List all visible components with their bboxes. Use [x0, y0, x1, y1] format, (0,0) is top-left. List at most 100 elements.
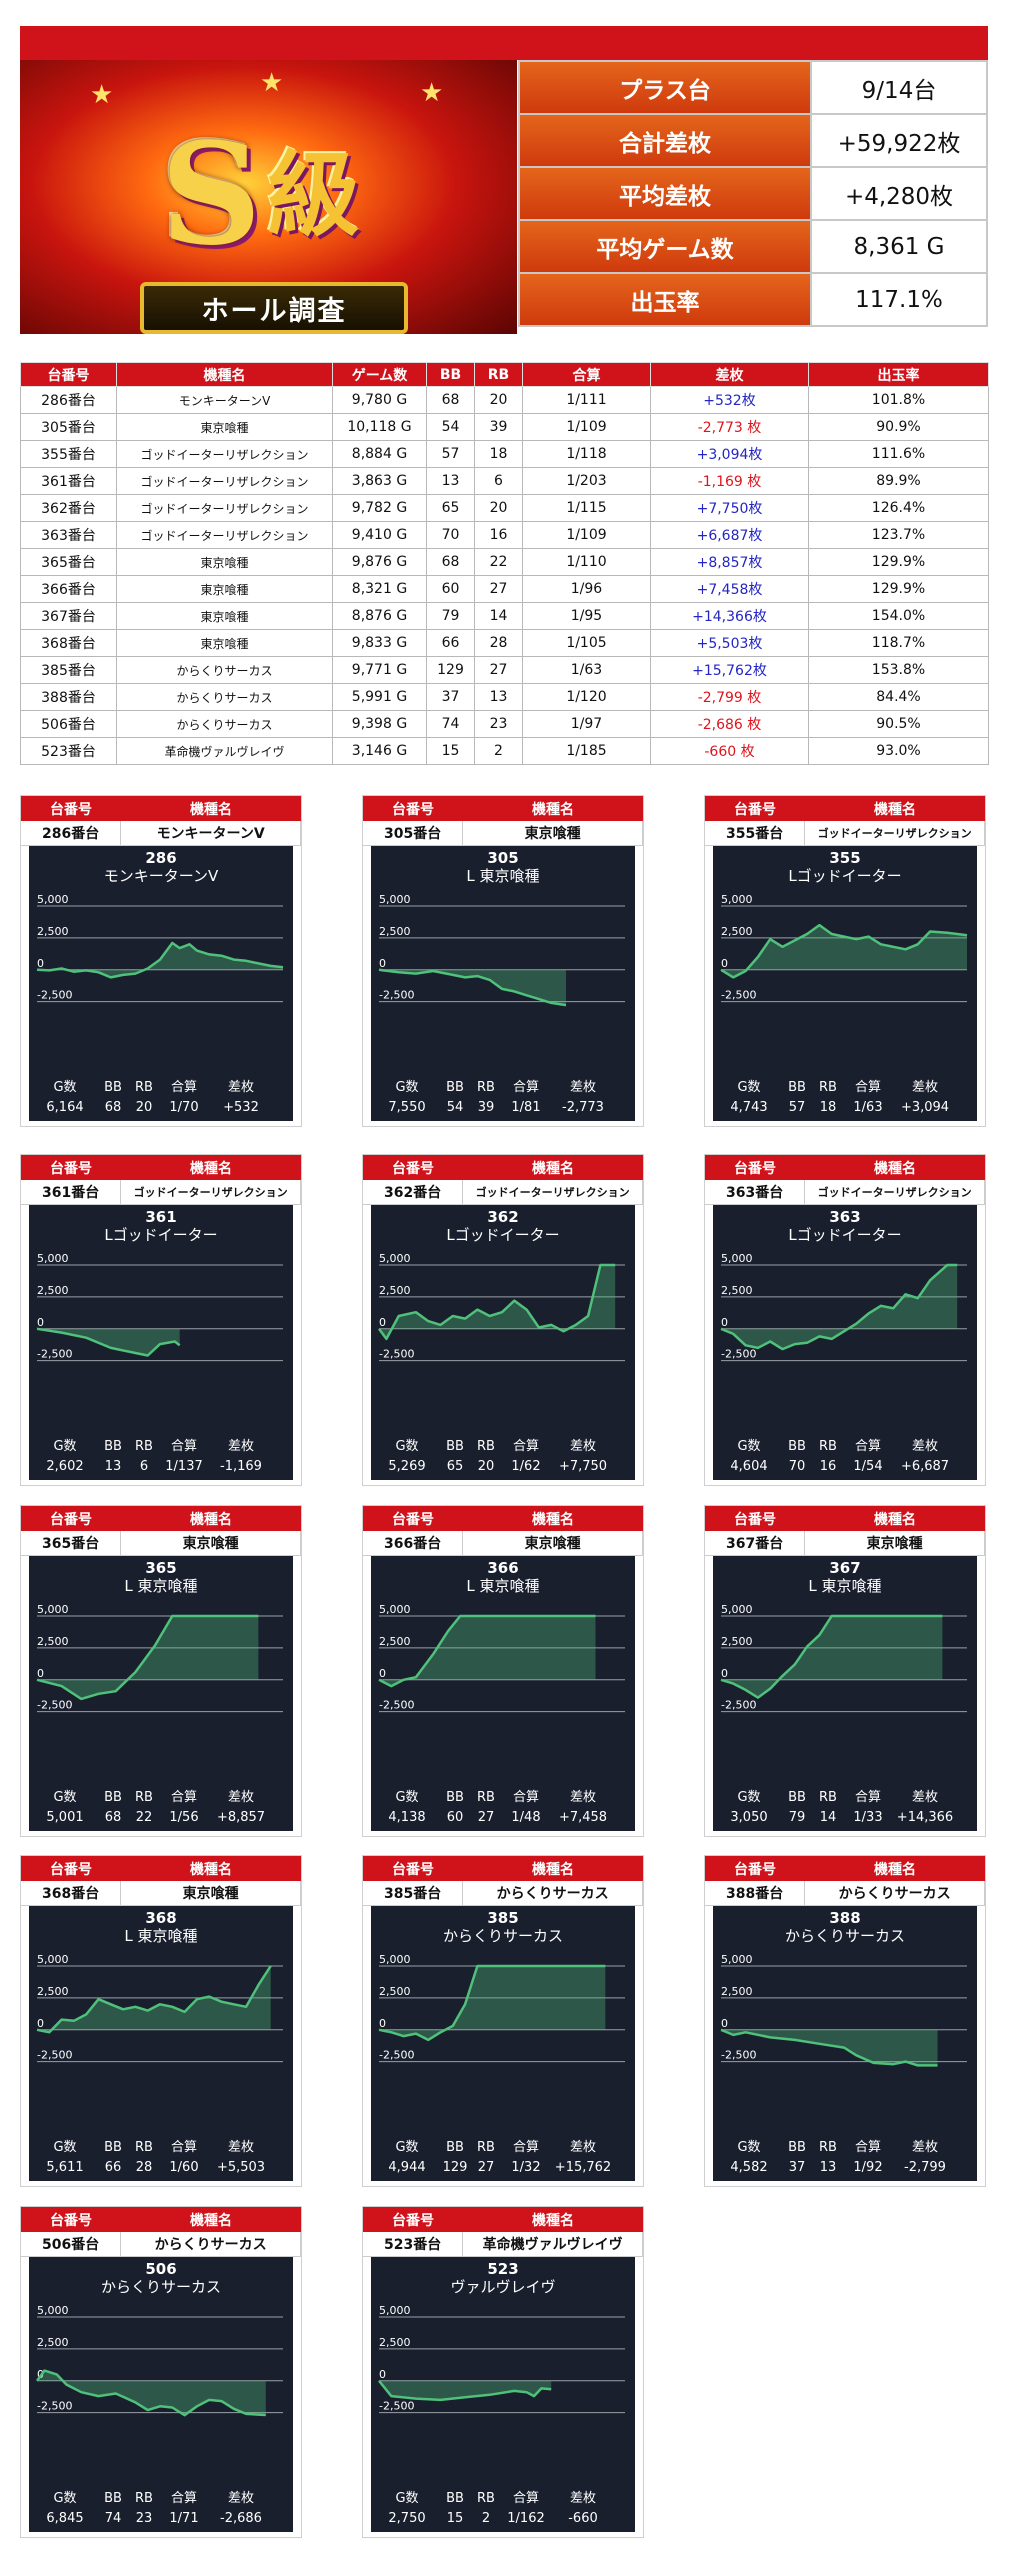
y-tick-label: 5,000 [379, 1252, 411, 1265]
card-header-machine: 機種名 [805, 1506, 985, 1531]
stat-value: 4,743 [730, 1100, 767, 1115]
graph-title: L 東京喰種 [466, 1577, 539, 1595]
table-cell: 1/110 [522, 548, 651, 576]
stat-label: BB [446, 1080, 464, 1095]
table-cell: 東京喰種 [116, 602, 333, 630]
table-cell: 388番台 [20, 683, 117, 711]
graph-area [721, 1265, 958, 1350]
summary-value: 117.1% [810, 272, 988, 327]
card-info-row: 368番台 東京喰種 [21, 1881, 301, 1906]
stat-label: RB [477, 2491, 495, 2506]
stat-value: +15,762 [555, 2160, 611, 2175]
banner-ribbon-text: ホール調査 [201, 295, 347, 327]
y-tick-label: 2,500 [721, 925, 753, 938]
table-cell: 27 [474, 656, 523, 684]
y-tick-label: -2,500 [37, 989, 72, 1002]
card-header-machine: 機種名 [121, 796, 301, 821]
table-cell: モンキーターンV [116, 386, 333, 414]
graph-number: 365 [145, 1559, 176, 1577]
table-cell: 1/109 [522, 413, 651, 441]
card-header-no: 台番号 [21, 1856, 121, 1881]
summary-label: 平均差枚 [518, 166, 812, 221]
stat-label: BB [788, 1439, 806, 1454]
stat-value: 1/63 [853, 1100, 882, 1115]
stat-value: +8,857 [217, 1810, 265, 1825]
table-cell: 15 [426, 737, 475, 765]
stat-label: 合算 [513, 1080, 539, 1095]
column-header: 合算 [522, 362, 651, 387]
card-info-row: 362番台 ゴッドイーターリザレクション [363, 1180, 643, 1205]
summary-value: 9/14台 [810, 60, 988, 115]
table-cell: 286番台 [20, 386, 117, 414]
table-cell: 6 [474, 467, 523, 495]
table-cell: 9,771 G [332, 656, 427, 684]
graph-line [720, 1614, 943, 1699]
graph-area [37, 2370, 266, 2416]
stat-label: G数 [53, 1439, 76, 1454]
table-cell: 65 [426, 494, 475, 522]
card-header: 台番号 機種名 [705, 1506, 985, 1531]
card-machine-number: 365番台 [21, 1531, 122, 1555]
stat-value: 1/92 [853, 2160, 882, 2175]
table-row: 523番台 革命機ヴァルヴレイヴ 3,146 G 15 2 1/185 -660 枚 93.0… [20, 737, 989, 765]
y-tick-label: -2,500 [37, 1348, 72, 1361]
table-cell: 9,876 G [332, 548, 427, 576]
stat-value: -660 [568, 2511, 598, 2526]
table-cell: からくりサーカス [116, 683, 333, 711]
table-cell: -2,773 枚 [650, 413, 809, 441]
stat-value: 1/33 [853, 1810, 882, 1825]
y-tick-label: -2,500 [379, 2400, 414, 2413]
table-cell: 1/111 [522, 386, 651, 414]
y-tick-label: 0 [379, 1667, 386, 1680]
table-cell: 5,991 G [332, 683, 427, 711]
stat-value: 57 [789, 1100, 806, 1115]
stat-label: BB [788, 2140, 806, 2155]
table-cell: 153.8% [808, 656, 989, 684]
y-tick-label: 2,500 [379, 1985, 411, 1998]
table-row: 363番台 ゴッドイーターリザレクション 9,410 G 70 16 1/109 +6,68… [20, 521, 989, 549]
stat-value: 1/48 [511, 1810, 540, 1825]
table-cell: 9,410 G [332, 521, 427, 549]
stat-value: 5,611 [46, 2160, 83, 2175]
graph-area [379, 2380, 552, 2400]
graph-area [379, 1265, 616, 1339]
card-header-no: 台番号 [21, 1506, 121, 1531]
stat-label: RB [135, 1790, 153, 1805]
stat-label: 合算 [855, 1439, 881, 1454]
stat-value: -2,686 [220, 2511, 262, 2526]
card-header-no: 台番号 [363, 796, 463, 821]
stat-label: 合算 [855, 1790, 881, 1805]
machine-graph-card: 台番号 機種名 367番台 東京喰種 367 L 東京喰種 5,000 2,500 0 -2,50… [704, 1505, 986, 1837]
stat-value: 20 [478, 1459, 495, 1474]
table-cell: 3,146 G [332, 737, 427, 765]
y-tick-label: 0 [721, 1667, 728, 1680]
stat-label: BB [104, 2491, 122, 2506]
card-header-machine: 機種名 [463, 1506, 643, 1531]
y-tick-label: -2,500 [721, 2049, 756, 2062]
graph-number: 286 [145, 849, 176, 867]
stat-label: RB [135, 1080, 153, 1095]
stat-label: 合算 [171, 1439, 197, 1454]
y-tick-label: 2,500 [379, 1635, 411, 1648]
y-tick-label: -2,500 [379, 2049, 414, 2062]
stat-label: G数 [395, 2491, 418, 2506]
table-cell: 20 [474, 494, 523, 522]
stat-label: G数 [737, 1080, 760, 1095]
stat-value: +7,750 [559, 1459, 607, 1474]
y-tick-label: -2,500 [379, 989, 414, 1002]
graph-area [37, 1328, 180, 1356]
stat-label: 合算 [171, 1080, 197, 1095]
stat-label: RB [819, 1790, 837, 1805]
stat-label: G数 [395, 2140, 418, 2155]
column-header: 台番号 [20, 362, 117, 387]
y-tick-label: 0 [379, 1316, 386, 1329]
stat-label: RB [477, 1790, 495, 1805]
stat-label: 差枚 [228, 1080, 254, 1095]
card-info-row: 366番台 東京喰種 [363, 1531, 643, 1556]
table-cell: 74 [426, 710, 475, 738]
stat-label: BB [104, 1439, 122, 1454]
